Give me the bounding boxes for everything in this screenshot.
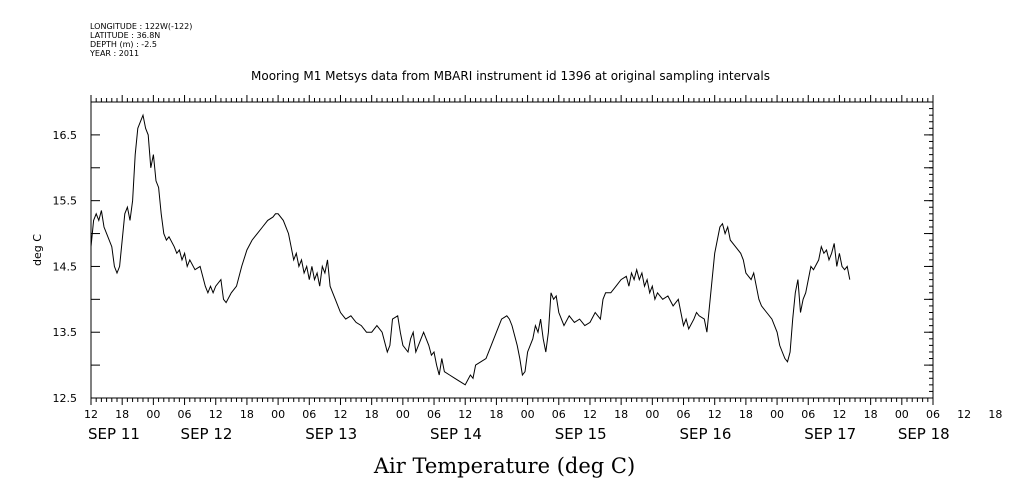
hour-tick-label: 12 [957, 408, 971, 421]
y-tick-label: 12.5 [53, 392, 78, 405]
hour-tick-label: 06 [801, 408, 815, 421]
hour-tick-label: 00 [521, 408, 535, 421]
hour-tick-label: 00 [396, 408, 410, 421]
hour-tick-label: 18 [739, 408, 753, 421]
date-label: SEP 11 [88, 425, 140, 443]
hour-tick-label: 18 [489, 408, 503, 421]
hour-tick-label: 06 [427, 408, 441, 421]
hour-tick-label: 06 [302, 408, 316, 421]
longitude-label: LONGITUDE : 122W(-122) [90, 22, 193, 31]
metadata-block: LONGITUDE : 122W(-122) LATITUDE : 36.8N … [90, 22, 192, 58]
latitude-label: LATITUDE : 36.8N [90, 31, 161, 40]
hour-tick-label: 06 [926, 408, 940, 421]
date-label: SEP 13 [305, 425, 357, 443]
hour-tick-label: 18 [864, 408, 878, 421]
date-label: SEP 15 [555, 425, 607, 443]
hour-tick-label: 12 [708, 408, 722, 421]
hour-tick-label: 18 [614, 408, 628, 421]
y-tick-label: 15.5 [53, 195, 78, 208]
y-axis-label: deg C [31, 234, 44, 266]
hour-tick-label: 00 [271, 408, 285, 421]
hour-tick-label: 12 [84, 408, 98, 421]
x-axis-date-labels: SEP 11 SEP 12 SEP 13 SEP 14 SEP 15 SEP 16 SEP … [88, 425, 950, 443]
hour-tick-label: 00 [895, 408, 909, 421]
series-air-temperature [90, 113, 851, 386]
hour-tick-label: 06 [178, 408, 192, 421]
x-axis-ticks [90, 95, 934, 405]
hour-tick-label: 18 [240, 408, 254, 421]
y-tick-label: 13.5 [53, 326, 78, 339]
hour-tick-label: 12 [209, 408, 223, 421]
date-label: SEP 16 [680, 425, 732, 443]
hour-tick-label: 12 [458, 408, 472, 421]
hour-tick-label: 12 [583, 408, 597, 421]
hour-tick-label: 06 [552, 408, 566, 421]
hour-tick-label: 00 [645, 408, 659, 421]
year-label: YEAR : 2011 [90, 49, 140, 58]
date-label: SEP 12 [181, 425, 233, 443]
date-label: SEP 17 [804, 425, 856, 443]
hour-tick-label: 12 [333, 408, 347, 421]
hour-tick-label: 12 [832, 408, 846, 421]
x-axis-hour-labels: 12 18 00 06 12 18 00 06 12 18 00 06 12 18 00 06 12 18 00 06… [84, 408, 1002, 421]
date-label: SEP 18 [898, 425, 950, 443]
plot-frame [90, 101, 934, 399]
hour-tick-label: 00 [770, 408, 784, 421]
hour-tick-label: 18 [365, 408, 379, 421]
y-tick-label: 16.5 [53, 129, 78, 142]
y-tick-label: 14.5 [53, 260, 78, 273]
chart-title: Mooring M1 Metsys data from MBARI instru… [251, 69, 770, 83]
y-axis-ticks [91, 101, 933, 399]
date-label: SEP 14 [430, 425, 482, 443]
depth-label: DEPTH (m) : -2.5 [90, 40, 157, 49]
hour-tick-label: 18 [115, 408, 129, 421]
hour-tick-label: 00 [146, 408, 160, 421]
hour-tick-label: 18 [988, 408, 1002, 421]
y-axis-tick-labels: 12.5 13.5 14.5 15.5 16.5 [53, 129, 78, 405]
hour-tick-label: 06 [677, 408, 691, 421]
x-axis-label: Air Temperature (deg C) [373, 454, 636, 478]
